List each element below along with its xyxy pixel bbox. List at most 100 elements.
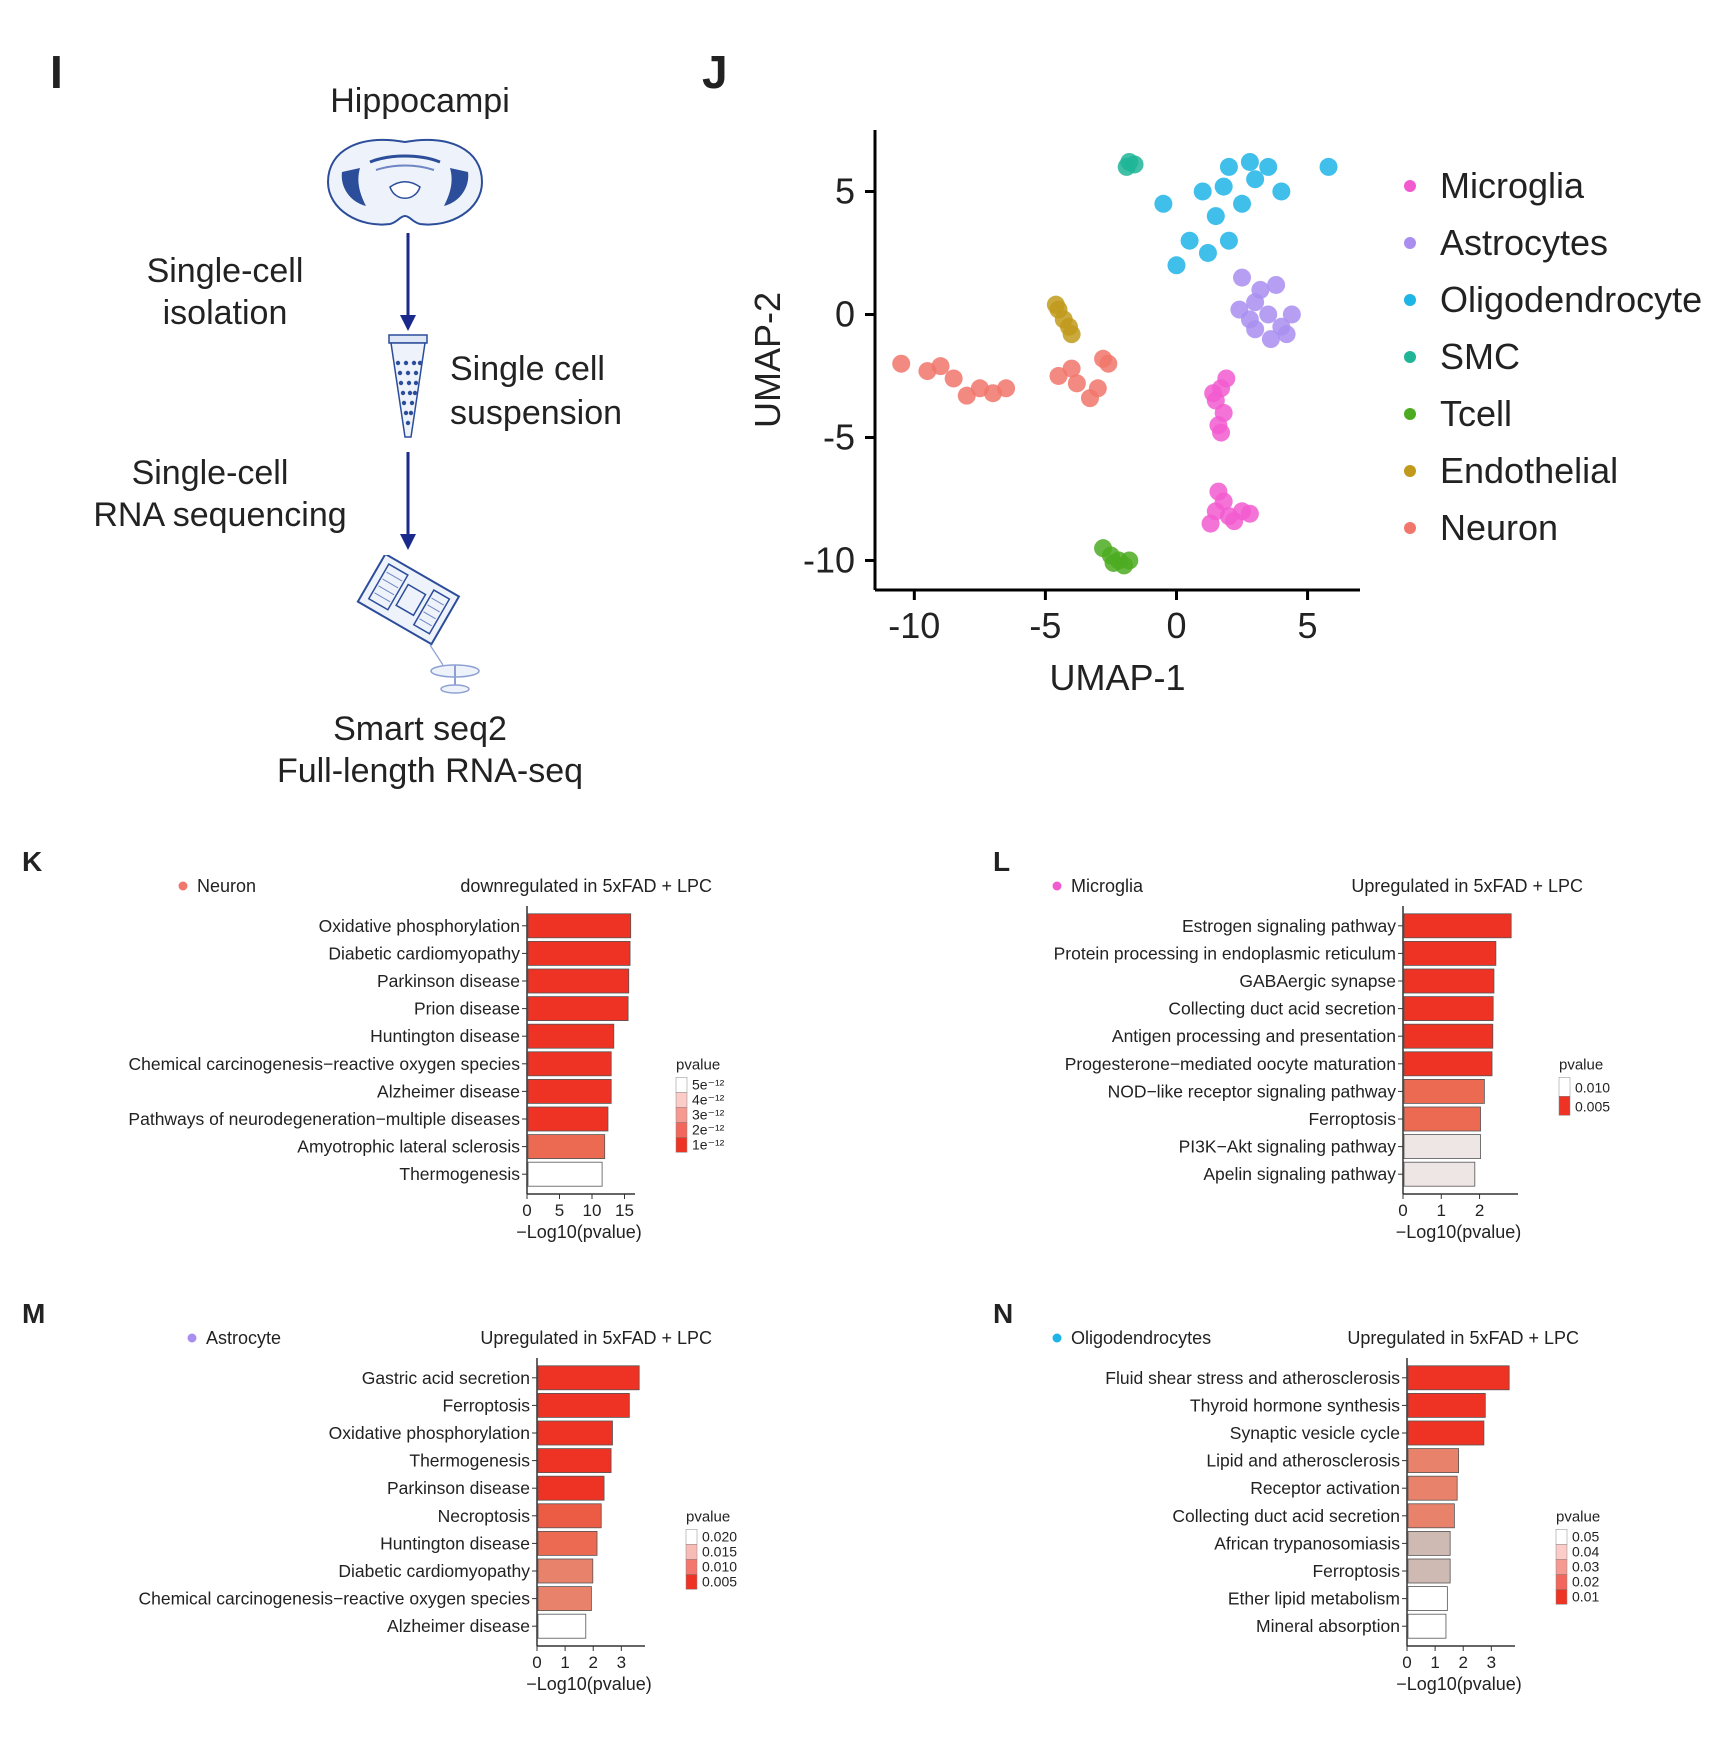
oligodendrocytes-bar <box>1407 1448 1459 1474</box>
panel-letter-m: M <box>22 1298 46 1329</box>
umap-point-astrocytes <box>1261 330 1280 349</box>
microglia-subset-dot <box>1052 881 1062 891</box>
neuron-category-label: Pathways of neurodegeneration−multiple d… <box>128 1109 520 1129</box>
microglia-bar <box>1403 1051 1493 1077</box>
neuron-legend-label: 4e⁻¹² <box>692 1091 725 1107</box>
panel-letter-n: N <box>993 1298 1014 1329</box>
microglia-x-tick-label: 1 <box>1437 1201 1446 1220</box>
microglia-bar <box>1403 1023 1494 1049</box>
umap-point-astrocytes <box>1230 300 1249 319</box>
umap-point-astrocytes <box>1233 268 1252 287</box>
microglia-subset-label: Microglia <box>1071 876 1144 896</box>
umap-point-oligodendrocyte <box>1193 182 1212 201</box>
oligodendrocytes-bar <box>1407 1558 1451 1584</box>
astrocyte-category-label: Oxidative phosphorylation <box>329 1423 530 1443</box>
astrocyte-legend-label: 0.020 <box>702 1528 737 1544</box>
oligodendrocytes-category-label: Synaptic vesicle cycle <box>1230 1423 1400 1443</box>
oligodendrocytes-subset-dot <box>1052 1333 1062 1343</box>
oligodendrocytes-bar <box>1407 1393 1486 1418</box>
microglia-legend-label: 0.010 <box>1575 1080 1610 1096</box>
umap-legend-label-astrocytes: Astrocytes <box>1440 222 1608 263</box>
umap-x-tick-label: 5 <box>1298 605 1318 646</box>
astrocyte-x-tick-label: 1 <box>560 1653 569 1672</box>
microglia-legend-title: pvalue <box>1559 1056 1603 1073</box>
umap-x-tick-label: -10 <box>888 605 940 646</box>
oligodendrocytes-bar <box>1407 1365 1510 1391</box>
neuron-bar <box>527 1134 606 1160</box>
umap-point-microglia <box>1212 423 1231 442</box>
umap-legend-swatch-endothelial <box>1404 465 1416 477</box>
umap-point-microglia <box>1240 504 1259 523</box>
oligodendrocytes-category-label: Ferroptosis <box>1312 1561 1400 1581</box>
oligodendrocytes-subset-label: Oligodendrocytes <box>1071 1328 1211 1348</box>
oligodendrocytes-category-label: Receptor activation <box>1250 1478 1400 1498</box>
umap-point-neuron <box>892 354 911 373</box>
neuron-category-label: Amyotrophic lateral sclerosis <box>297 1137 520 1157</box>
umap-point-oligodendrocyte <box>1180 231 1199 250</box>
oligodendrocytes-category-label: Collecting duct acid secretion <box>1172 1506 1400 1526</box>
umap-point-neuron <box>944 369 963 388</box>
neuron-bar <box>527 913 632 939</box>
microglia-category-label: Estrogen signaling pathway <box>1182 916 1396 936</box>
umap-point-neuron <box>1067 374 1086 393</box>
oligodendrocytes-category-label: African trypanosomiasis <box>1214 1533 1400 1553</box>
oligodendrocyte-pathway-bar-chart: Oligodendrocytes Upregulated in 5xFAD + L… <box>1052 1328 1600 1694</box>
microglia-chart-title: Upregulated in 5xFAD + LPC <box>1351 876 1583 896</box>
neuron-subset-label: Neuron <box>197 876 256 896</box>
umap-y-tick-label: -5 <box>823 416 855 457</box>
umap-point-endothelial <box>1062 325 1081 344</box>
astrocyte-category-label: Chemical carcinogenesis−reactive oxygen … <box>138 1589 530 1609</box>
oligodendrocytes-chart-title: Upregulated in 5xFAD + LPC <box>1347 1328 1579 1348</box>
neuron-x-tick-label: 10 <box>583 1201 602 1220</box>
neuron-legend-label: 2e⁻¹² <box>692 1121 725 1137</box>
oligodendrocytes-bar <box>1407 1475 1458 1501</box>
microglia-category-label: Protein processing in endoplasmic reticu… <box>1054 943 1396 963</box>
neuron-legend-swatch <box>675 1122 688 1138</box>
umap-point-microglia <box>1201 514 1220 533</box>
microglia-category-label: Progesterone−mediated oocyte maturation <box>1065 1054 1396 1074</box>
neuron-category-label: Parkinson disease <box>377 971 520 991</box>
umap-point-neuron <box>957 386 976 405</box>
astrocyte-category-label: Parkinson disease <box>387 1478 530 1498</box>
neuron-bar <box>527 1023 615 1049</box>
umap-point-microglia <box>1209 482 1228 501</box>
umap-legend-swatch-neuron <box>1404 522 1416 534</box>
astrocyte-legend-label: 0.010 <box>702 1558 737 1574</box>
umap-point-oligodendrocyte <box>1154 194 1173 213</box>
neuron-bar <box>527 1051 612 1077</box>
umap-point-tcell <box>1104 553 1123 572</box>
umap-point-smc <box>1117 157 1136 176</box>
microglia-legend-swatch <box>1558 1096 1571 1116</box>
astrocyte-subset-dot <box>187 1333 197 1343</box>
oligodendrocytes-legend-swatch <box>1555 1574 1568 1590</box>
suspension-label-line2: suspension <box>450 394 623 432</box>
neuron-bar <box>527 1106 609 1132</box>
neuron-category-label: Huntington disease <box>370 1026 520 1046</box>
oligodendrocytes-category-label: Lipid and atherosclerosis <box>1206 1451 1400 1471</box>
umap-point-neuron <box>1094 349 1113 368</box>
neuron-legend-swatch <box>675 1137 688 1153</box>
astrocyte-bar <box>537 1586 592 1612</box>
oligodendrocytes-bar <box>1407 1530 1451 1556</box>
oligodendrocytes-category-label: Fluid shear stress and atherosclerosis <box>1105 1368 1400 1388</box>
microglia-category-label: Collecting duct acid secretion <box>1168 999 1396 1019</box>
umap-scatter-chart: -10 -5 0 5 -10 -5 0 5 UMAP-1 UMAP-2 Microglia Astro… <box>747 130 1702 698</box>
umap-legend-label-neuron: Neuron <box>1440 507 1558 548</box>
neuron-category-label: Prion disease <box>414 999 520 1019</box>
oligodendrocytes-x-tick-label: 2 <box>1458 1653 1467 1672</box>
microglia-x-tick-label: 0 <box>1398 1201 1407 1220</box>
umap-point-endothelial <box>1046 295 1065 314</box>
umap-legend-swatch-astrocytes <box>1404 237 1416 249</box>
astrocyte-bar <box>537 1365 640 1391</box>
microglia-bar <box>1403 1078 1485 1104</box>
method-label-line2: Full-length RNA-seq <box>276 752 584 790</box>
neuron-legend-label: 5e⁻¹² <box>692 1076 725 1092</box>
microglia-x-axis-label: −Log10(pvalue) <box>1396 1222 1522 1242</box>
panel-letter-j: J <box>702 46 728 98</box>
microglia-bar <box>1403 996 1494 1022</box>
neuron-category-label: Diabetic cardiomyopathy <box>328 943 520 963</box>
umap-point-astrocytes <box>1282 305 1301 324</box>
panel-letter-k: K <box>22 846 43 877</box>
astrocyte-bar <box>537 1393 630 1418</box>
umap-point-oligodendrocyte <box>1233 194 1252 213</box>
